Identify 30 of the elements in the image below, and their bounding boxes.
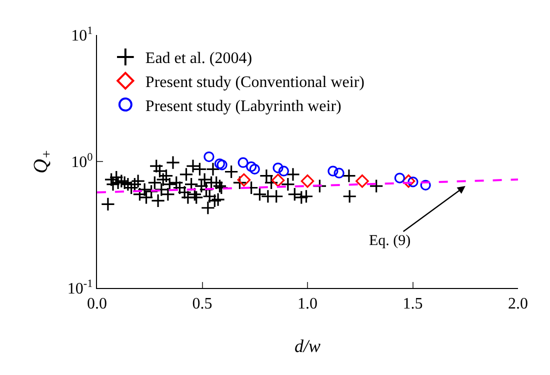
y-tick-label: 10$^{1}$ <box>71 24 93 45</box>
point <box>300 174 314 188</box>
point <box>237 173 251 187</box>
x-tick-label: 1.0 <box>298 295 318 312</box>
point <box>249 164 260 174</box>
point <box>420 180 431 190</box>
x-tick-label: 1.5 <box>402 295 423 312</box>
point <box>328 166 338 176</box>
x-axis-title: d/w <box>294 336 321 356</box>
point <box>246 161 257 172</box>
point <box>238 157 248 168</box>
point <box>334 168 344 178</box>
legend-label: Present study (Conventional weir) <box>145 74 364 91</box>
legend-label: Ead et al. (2004) <box>145 50 252 68</box>
point <box>216 160 228 170</box>
annotation: Eq. (9) <box>369 233 411 249</box>
point <box>356 174 369 188</box>
point <box>272 162 284 174</box>
point <box>394 172 405 184</box>
point <box>278 166 290 176</box>
x-tick-label: 2.0 <box>508 295 528 312</box>
x-tick-label: 0.0 <box>87 295 107 312</box>
point <box>271 174 285 187</box>
point <box>214 158 226 170</box>
point <box>402 174 416 188</box>
y-tick-label: 10$^{0}$ <box>71 151 94 172</box>
y-tick-label: 10$^{-1}$ <box>67 278 93 298</box>
point <box>204 151 214 162</box>
x-tick-label: 0.5 <box>192 295 212 312</box>
legend-label: Present study (Labyrinth weir) <box>145 98 342 115</box>
